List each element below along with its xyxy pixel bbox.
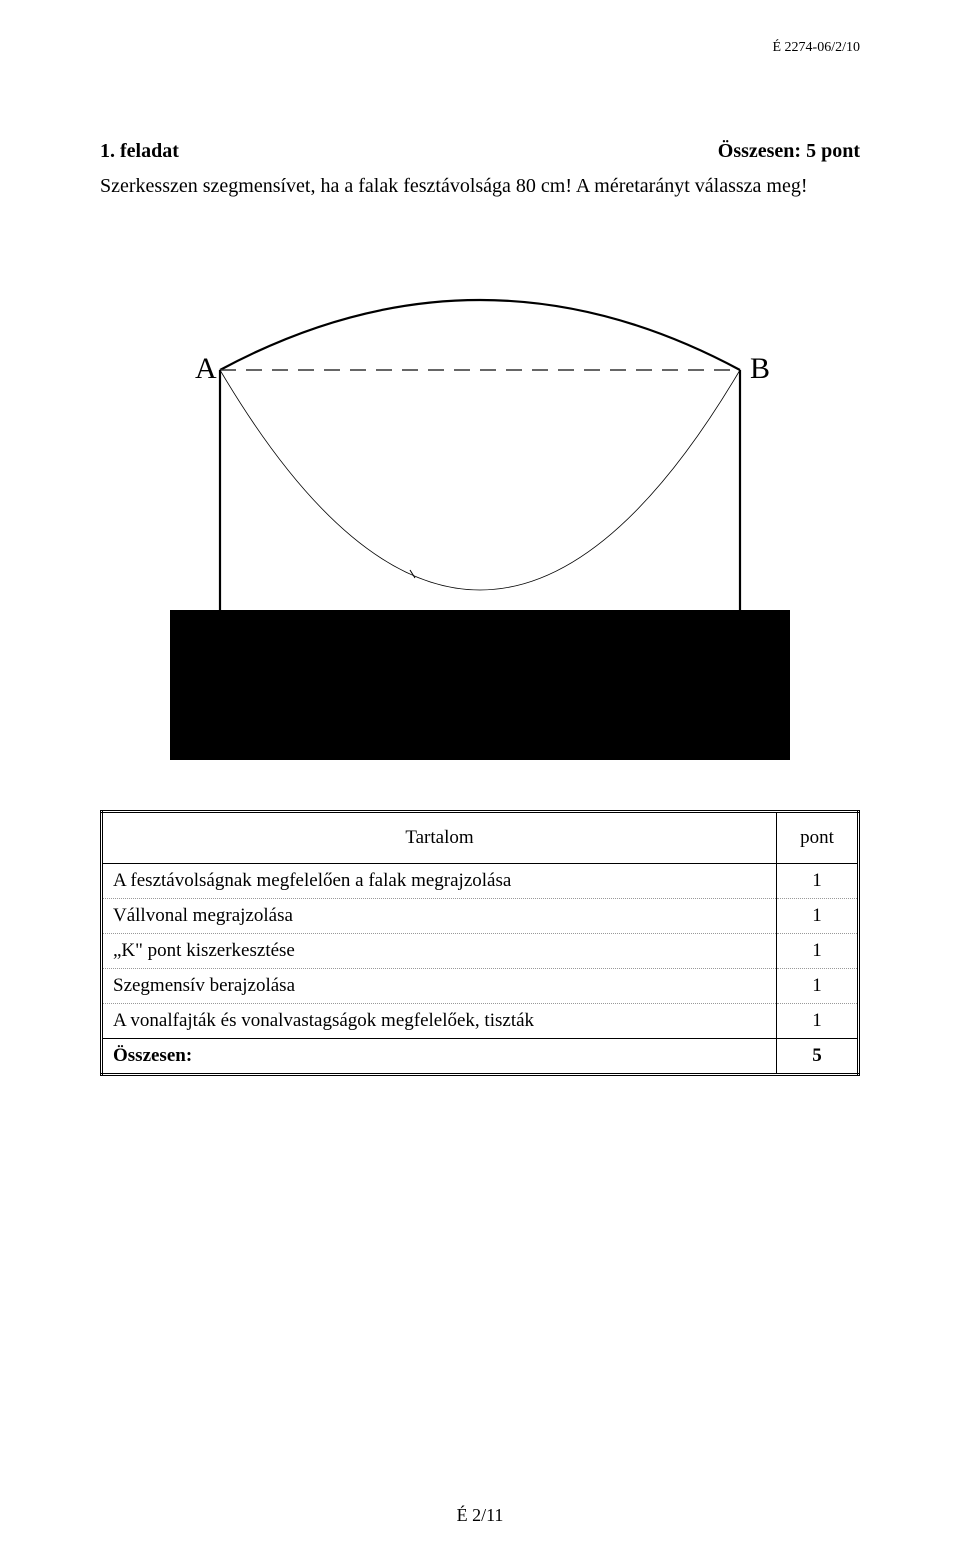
grading-header-right: pont bbox=[777, 812, 859, 864]
grading-points: 1 bbox=[777, 934, 859, 969]
figure: A B bbox=[140, 250, 820, 770]
grading-total-label: Összesen: bbox=[102, 1039, 777, 1075]
table-row: Vállvonal megrajzolása 1 bbox=[102, 899, 859, 934]
task-description: Szerkesszen szegmensívet, ha a falak fes… bbox=[100, 173, 860, 200]
label-b: B bbox=[750, 352, 770, 385]
table-row: A vonalfajták és vonalvastagságok megfel… bbox=[102, 1004, 859, 1039]
grading-text: A vonalfajták és vonalvastagságok megfel… bbox=[102, 1004, 777, 1039]
grading-points: 1 bbox=[777, 1004, 859, 1039]
construction-curve bbox=[220, 370, 740, 590]
segmental-arc bbox=[220, 300, 740, 370]
table-row: Szegmensív berajzolása 1 bbox=[102, 969, 859, 1004]
grading-points: 1 bbox=[777, 899, 859, 934]
grading-points: 1 bbox=[777, 969, 859, 1004]
grading-text: Szegmensív berajzolása bbox=[102, 969, 777, 1004]
grading-total-points: 5 bbox=[777, 1039, 859, 1075]
task-total: Összesen: 5 pont bbox=[718, 140, 860, 163]
document-code: É 2274-06/2/10 bbox=[773, 40, 861, 56]
grading-table: Tartalom pont A fesztávolságnak megfelel… bbox=[100, 810, 860, 1076]
grading-points: 1 bbox=[777, 864, 859, 899]
grading-header-left: Tartalom bbox=[102, 812, 777, 864]
table-row: „K" pont kiszerkesztése 1 bbox=[102, 934, 859, 969]
redaction-block bbox=[170, 610, 790, 760]
label-a: A bbox=[195, 352, 217, 385]
grading-text: Vállvonal megrajzolása bbox=[102, 899, 777, 934]
task-number: 1. feladat bbox=[100, 140, 179, 163]
table-total-row: Összesen: 5 bbox=[102, 1039, 859, 1075]
page-footer: É 2/11 bbox=[100, 1505, 860, 1526]
grading-text: „K" pont kiszerkesztése bbox=[102, 934, 777, 969]
grading-text: A fesztávolságnak megfelelően a falak me… bbox=[102, 864, 777, 899]
table-row: A fesztávolságnak megfelelően a falak me… bbox=[102, 864, 859, 899]
